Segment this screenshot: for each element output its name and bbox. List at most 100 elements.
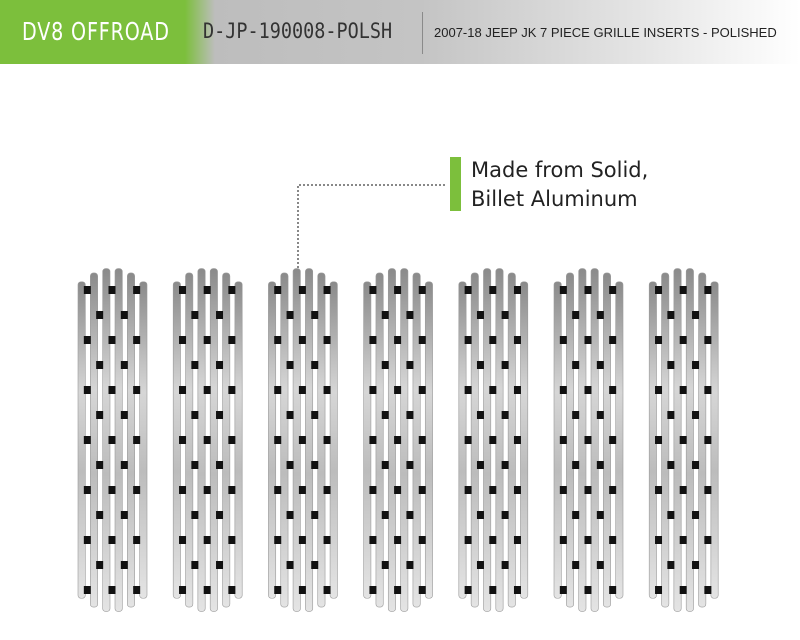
grille-knot <box>120 361 128 369</box>
grille-knot <box>572 461 580 469</box>
grille-knot <box>298 436 306 444</box>
grille-knot <box>323 586 331 594</box>
grille-knot <box>704 386 712 394</box>
grille-knot <box>179 536 187 544</box>
grille-knot <box>120 511 128 519</box>
grille-knot <box>83 436 91 444</box>
grille-knot <box>476 511 484 519</box>
grille-knot <box>133 536 141 544</box>
grille-knot <box>228 486 236 494</box>
grille-knot <box>286 361 294 369</box>
grille-knot <box>489 386 497 394</box>
brand-name: DV8 OFFROAD <box>22 17 170 46</box>
grille-knot <box>323 486 331 494</box>
grille-knot <box>216 511 224 519</box>
grille-knot <box>655 536 663 544</box>
grille-knot <box>108 336 116 344</box>
grille-knot <box>203 286 211 294</box>
grille-knot <box>609 336 617 344</box>
grille-knot <box>108 586 116 594</box>
grille-knot <box>191 311 199 319</box>
grille-knot <box>692 461 700 469</box>
callout-line-2: Billet Aluminum <box>471 187 638 211</box>
grille-knot <box>584 536 592 544</box>
grille-knot <box>228 286 236 294</box>
grille-bar <box>400 268 409 612</box>
grille-knot <box>286 561 294 569</box>
grille-knot <box>692 561 700 569</box>
part-number: D-JP-190008-POLSH <box>203 19 393 43</box>
grille-knot <box>572 311 580 319</box>
grille-knot <box>464 386 472 394</box>
grille-knot <box>286 411 294 419</box>
grille-knot <box>679 486 687 494</box>
grille-knot <box>394 536 402 544</box>
grille-knot <box>311 411 319 419</box>
grille-knot <box>559 336 567 344</box>
grille-knot <box>476 461 484 469</box>
grille-bar <box>305 268 314 612</box>
grille-knot <box>274 286 282 294</box>
grille-knot <box>596 561 604 569</box>
grille-bar <box>234 281 243 599</box>
grille-knot <box>406 361 414 369</box>
grille-knot <box>381 511 389 519</box>
grille-bar <box>375 272 384 608</box>
grille-knot <box>298 486 306 494</box>
grille-knot <box>274 436 282 444</box>
grille-knot <box>191 561 199 569</box>
grille-knot <box>596 311 604 319</box>
grille-knot <box>369 536 377 544</box>
grille-knot <box>108 386 116 394</box>
grille-knot <box>203 486 211 494</box>
grille-knot <box>133 386 141 394</box>
grille-bar <box>139 281 148 599</box>
grille-knot <box>559 486 567 494</box>
grille-knot <box>596 411 604 419</box>
grille-knot <box>406 311 414 319</box>
grille-knot <box>584 336 592 344</box>
grille-knot <box>311 461 319 469</box>
grille-bar <box>615 281 624 599</box>
grille-knot <box>96 561 104 569</box>
grille-knot <box>679 336 687 344</box>
grille-knot <box>418 386 426 394</box>
grille-knot <box>704 436 712 444</box>
grille-knot <box>394 336 402 344</box>
product-title: 2007-18 JEEP JK 7 PIECE GRILLE INSERTS -… <box>434 25 777 40</box>
grille-knot <box>298 586 306 594</box>
grille-knot <box>381 411 389 419</box>
grille-knot <box>311 561 319 569</box>
grille-knot <box>228 386 236 394</box>
grille-knot <box>203 586 211 594</box>
grille-knot <box>406 411 414 419</box>
grille-knot <box>216 311 224 319</box>
grille-knot <box>501 411 509 419</box>
grille-knot <box>501 311 509 319</box>
grille-knot <box>216 561 224 569</box>
grille-bar <box>329 281 338 599</box>
grille-knot <box>655 586 663 594</box>
grille-knot <box>83 486 91 494</box>
grille-knot <box>96 311 104 319</box>
grille-knot <box>369 486 377 494</box>
grille-knot <box>120 461 128 469</box>
grille-bar <box>590 268 599 612</box>
grille-knot <box>381 361 389 369</box>
grille-bar <box>520 281 529 599</box>
grille-knot <box>323 436 331 444</box>
grille-bar <box>495 268 504 612</box>
grille-knot <box>667 311 675 319</box>
grille-bar <box>470 272 479 608</box>
grille-knot <box>704 286 712 294</box>
grille-insert-piece <box>77 268 148 612</box>
grille-knot <box>96 461 104 469</box>
grille-knot <box>667 511 675 519</box>
grille-knot <box>191 511 199 519</box>
grille-knot <box>655 436 663 444</box>
grille-knot <box>369 586 377 594</box>
grille-knot <box>464 286 472 294</box>
grille-knot <box>179 336 187 344</box>
